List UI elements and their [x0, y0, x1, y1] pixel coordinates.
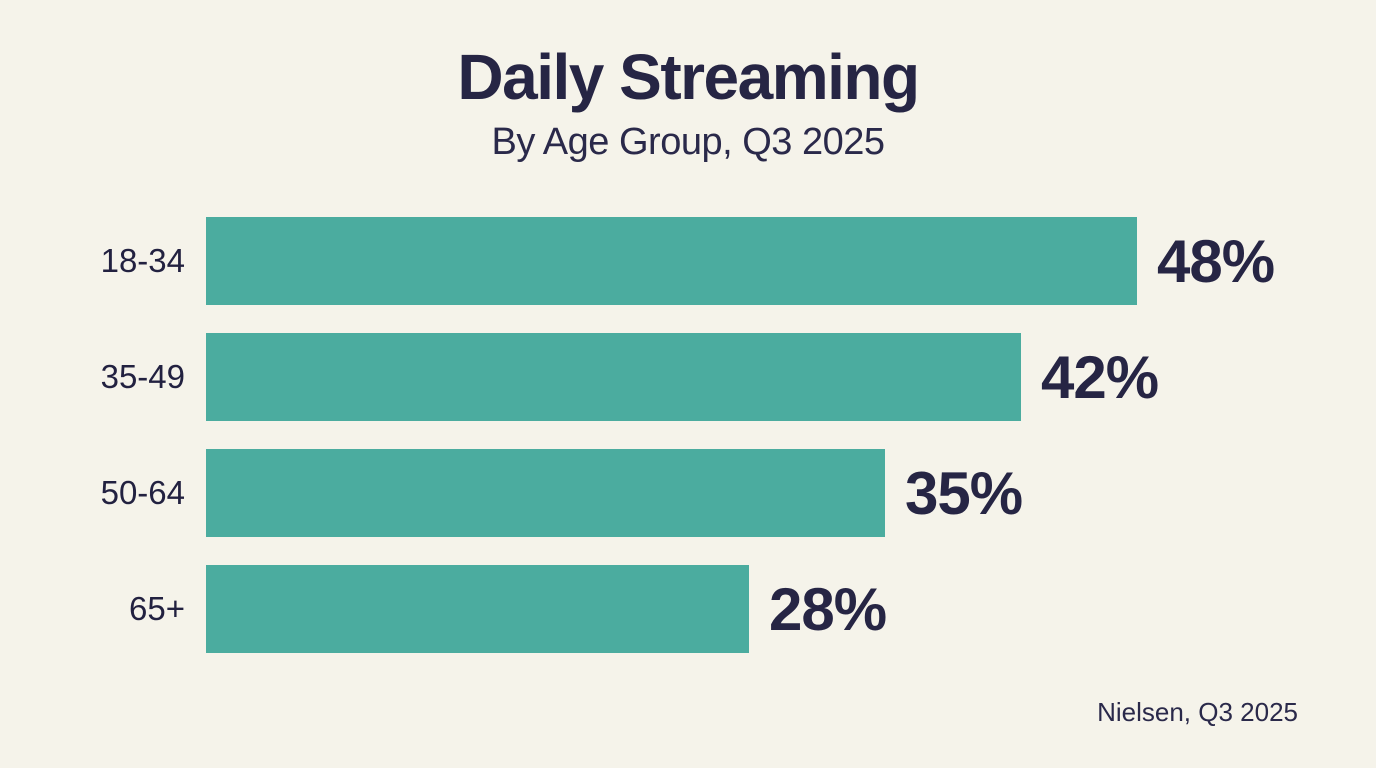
bar-row: 35-49 42%: [0, 333, 1376, 421]
bar: [206, 565, 749, 653]
category-label: 50-64: [100, 474, 185, 511]
bar-row: 65+ 28%: [0, 565, 1376, 653]
category-label: 18-34: [100, 242, 185, 279]
bar: [206, 217, 1137, 305]
value-label: 35%: [905, 459, 1023, 527]
value-label: 28%: [769, 575, 887, 643]
value-label: 48%: [1157, 227, 1275, 295]
bar-row: 50-64 35%: [0, 449, 1376, 537]
bar: [206, 449, 885, 537]
source-attribution: Nielsen, Q3 2025: [1097, 697, 1298, 727]
bar: [206, 333, 1021, 421]
value-label: 42%: [1041, 343, 1159, 411]
bar-chart: 18-34 48% 35-49 42% 50-64 35% 65+ 28%: [0, 217, 1376, 681]
chart-header: Daily Streaming By Age Group, Q3 2025: [0, 41, 1376, 164]
chart-subtitle: By Age Group, Q3 2025: [491, 121, 886, 164]
category-label: 35-49: [100, 358, 185, 395]
bar-row: 18-34 48%: [0, 217, 1376, 305]
chart-title: Daily Streaming: [457, 41, 920, 113]
category-label: 65+: [129, 590, 185, 627]
